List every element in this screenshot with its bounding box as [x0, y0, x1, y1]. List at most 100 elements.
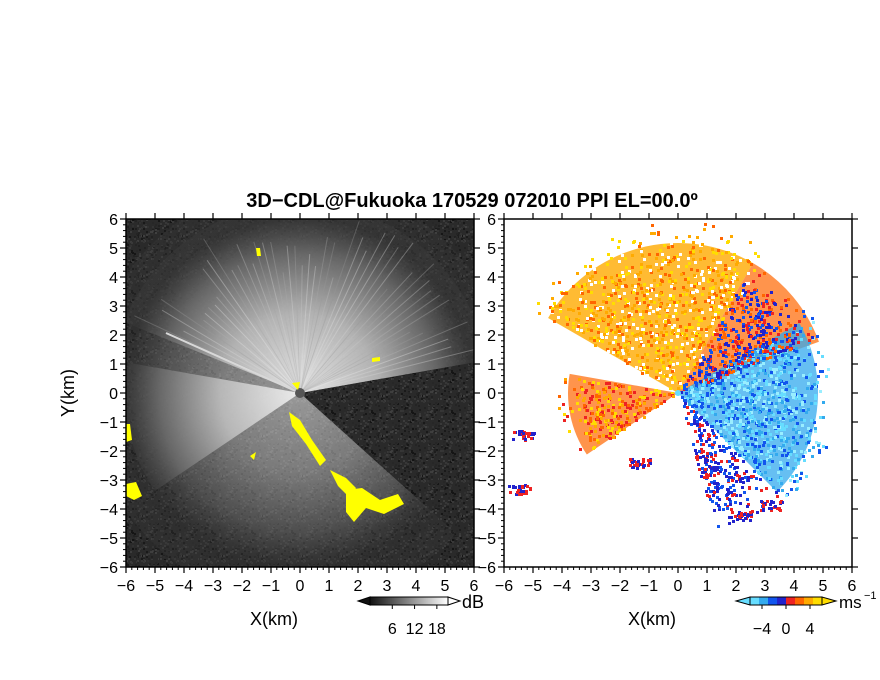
velocity-pixel — [646, 287, 649, 290]
velocity-pixel — [827, 368, 830, 371]
velocity-pixel — [751, 430, 754, 433]
velocity-pixel — [747, 364, 750, 367]
velocity-pixel — [518, 485, 521, 488]
velocity-pixel — [639, 271, 642, 274]
velocity-pixel — [594, 306, 597, 309]
velocity-pixel — [696, 423, 699, 426]
x-tick-label: −3 — [582, 578, 600, 595]
velocity-pixel — [728, 398, 731, 401]
velocity-pixel — [593, 301, 596, 304]
velocity-pixel — [794, 439, 797, 442]
snr-streak — [270, 241, 301, 394]
velocity-pixel — [735, 341, 738, 344]
velocity-pixel — [590, 309, 593, 312]
velocity-pixel — [643, 411, 646, 414]
velocity-pixel — [771, 354, 774, 357]
velocity-pixel — [726, 505, 729, 508]
velocity-pixel — [750, 513, 753, 516]
velocity-pixel — [734, 353, 737, 356]
velocity-pixel — [785, 388, 788, 391]
velocity-pixel — [816, 335, 819, 338]
velocity-pixel — [663, 244, 666, 247]
velocity-pixel — [698, 374, 701, 377]
velocity-pixel — [713, 482, 716, 485]
velocity-pixel — [653, 279, 656, 282]
velocity-pixel — [554, 305, 557, 308]
velocity-pixel — [781, 389, 784, 392]
velocity-pixel — [593, 438, 596, 441]
velocity-pixel — [755, 353, 758, 356]
velocity-pixel — [708, 292, 711, 295]
velocity-pixel — [817, 375, 820, 378]
velocity-pixel — [777, 489, 780, 492]
velocity-pixel — [691, 405, 694, 408]
velocity-pixel — [595, 413, 598, 416]
velocity-pixel — [744, 350, 747, 353]
velocity-pixel — [723, 472, 726, 475]
velocity-pixel — [780, 439, 783, 442]
velocity-pixel — [742, 481, 745, 484]
velocity-pixel — [590, 283, 593, 286]
velocity-pixel — [765, 487, 768, 490]
velocity-pixel — [603, 397, 606, 400]
velocity-pixel — [624, 322, 627, 325]
velocity-pixel — [692, 443, 695, 446]
velocity-pixel — [800, 472, 803, 475]
velocity-pixel — [752, 337, 755, 340]
velocity-pixel — [730, 275, 733, 278]
velocity-pixel — [682, 272, 685, 275]
velocity-pixel — [716, 468, 719, 471]
velocity-pixel — [708, 373, 711, 376]
velocity-pixel — [635, 417, 638, 420]
velocity-pixel — [781, 346, 784, 349]
velocity-pixel — [698, 371, 701, 374]
velocity-pixel — [589, 337, 592, 340]
velocity-pixel — [698, 369, 701, 372]
velocity-pixel — [595, 314, 598, 317]
velocity-pixel — [776, 507, 779, 510]
velocity-pixel — [579, 419, 582, 422]
velocity-pixel — [790, 410, 793, 413]
velocity-pixel — [721, 351, 724, 354]
velocity-pixel — [747, 282, 750, 285]
velocity-pixel — [702, 341, 705, 344]
velocity-pixel — [791, 393, 794, 396]
y-tick-label: −6 — [100, 560, 118, 577]
velocity-pixel — [706, 397, 709, 400]
velocity-pixel — [822, 445, 825, 448]
velocity-pixel — [783, 449, 786, 452]
velocity-pixel — [755, 432, 758, 435]
velocity-pixel — [683, 375, 686, 378]
velocity-pixel — [581, 388, 584, 391]
x-tick-label: −4 — [175, 578, 193, 595]
velocity-pixel — [754, 347, 757, 350]
velocity-pixel — [608, 434, 611, 437]
velocity-pixel — [763, 346, 766, 349]
velocity-pixel — [825, 446, 828, 449]
velocity-pixel — [593, 446, 596, 449]
velocity-pixel — [733, 384, 736, 387]
velocity-pixel — [610, 329, 613, 332]
velocity-pixel — [775, 402, 778, 405]
y-tick-label: −5 — [478, 531, 496, 548]
velocity-pixel — [693, 419, 696, 422]
velocity-pixel — [746, 413, 749, 416]
velocity-pixel — [771, 394, 774, 397]
velocity-pixel — [724, 305, 727, 308]
velocity-pixel — [726, 493, 729, 496]
velocity-pixel — [667, 263, 670, 266]
velocity-pixel — [768, 409, 771, 412]
velocity-pixel — [701, 270, 704, 273]
velocity-pixel — [663, 400, 666, 403]
velocity-pixel — [736, 261, 739, 264]
velocity-pixel — [599, 339, 602, 342]
velocity-pixel — [772, 368, 775, 371]
velocity-pixel — [792, 416, 795, 419]
velocity-pixel — [757, 313, 760, 316]
velocity-pixel — [520, 430, 523, 433]
snr-streak — [299, 237, 328, 394]
velocity-pixel — [637, 283, 640, 286]
velocity-pixel — [620, 356, 623, 359]
velocity-pixel — [708, 384, 711, 387]
velocity-pixel — [668, 315, 671, 318]
